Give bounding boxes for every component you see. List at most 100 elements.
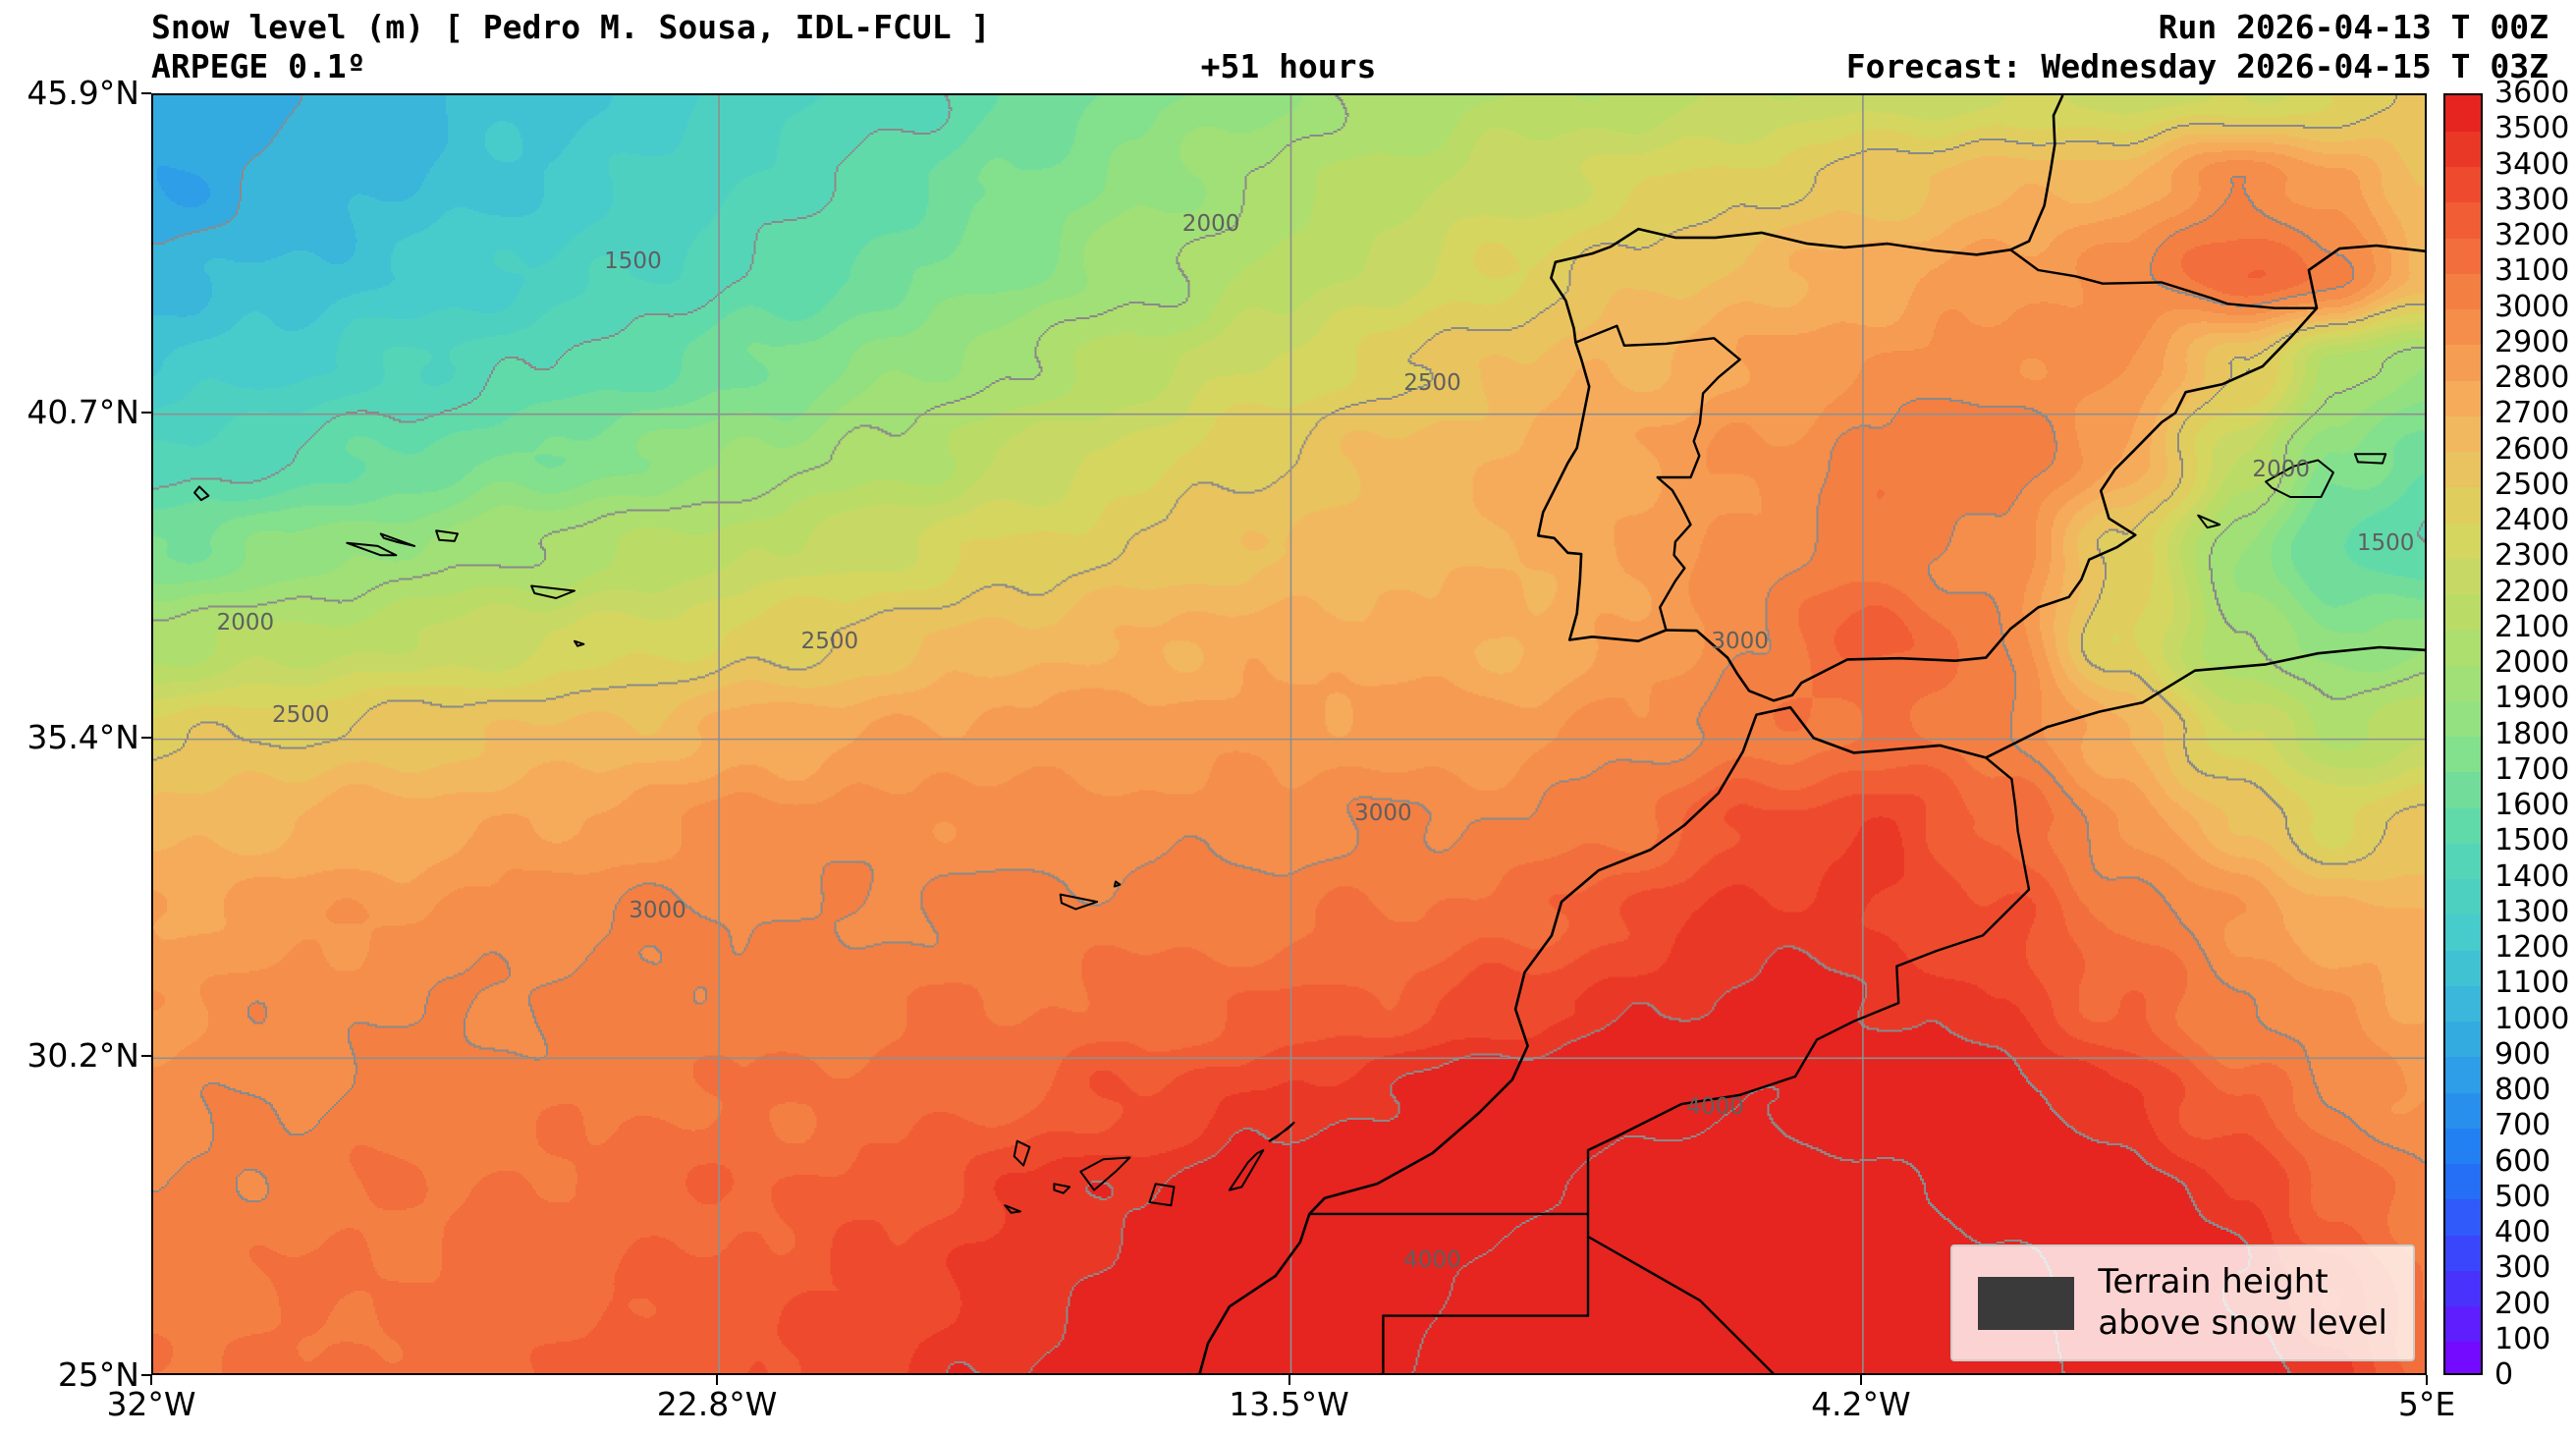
island-mallorca <box>2265 459 2334 498</box>
colorbar-tick-label: 2900 <box>2494 324 2570 359</box>
y-tick-label: 30.2°N <box>27 1036 139 1076</box>
colorbar-tick-label: 2300 <box>2494 538 2570 574</box>
model-label: ARPEGE 0.1º <box>151 47 366 85</box>
snow-level-field-canvas <box>153 95 2425 1373</box>
colorbar-segment <box>2445 307 2481 346</box>
colorbar-segment <box>2445 95 2481 132</box>
colorbar-segment <box>2445 272 2481 309</box>
border-portugal_spain <box>1574 324 1741 631</box>
colorbar-tick-label: 2500 <box>2494 467 2570 502</box>
colorbar-tick-label: 3300 <box>2494 182 2570 217</box>
island-tenerife <box>1079 1156 1131 1191</box>
colorbar-tick-label: 200 <box>2494 1286 2551 1321</box>
island-lanzarote <box>1268 1121 1295 1142</box>
colorbar-tick-label: 1400 <box>2494 858 2570 894</box>
colorbar-segment <box>2445 450 2481 488</box>
colorbar-tick-label: 700 <box>2494 1108 2551 1143</box>
x-tick-label: 22.8°W <box>656 1385 778 1423</box>
island-ibiza <box>2197 514 2221 529</box>
colorbar-segment <box>2445 806 2481 844</box>
legend-text: Terrain height above snow level <box>2098 1262 2387 1344</box>
colorbar-tick-label: 3400 <box>2494 146 2570 182</box>
colorbar-segment <box>2445 1127 2481 1164</box>
island-sao_jorge <box>379 532 416 547</box>
colorbar-segment <box>2445 1340 2481 1373</box>
border-morocco_algeria <box>1586 756 2031 1214</box>
colorbar-tick-label: 1700 <box>2494 751 2570 787</box>
map-plot-area: 1500 1500 2000 2000 2000 2500 2500 2500 3000 3000… <box>151 93 2427 1375</box>
colorbar-segment <box>2445 130 2481 167</box>
island-faial_pico <box>346 541 398 557</box>
figure-title: Snow level (m) [ Pedro M. Sousa, IDL-FCU… <box>151 8 991 46</box>
island-menorca <box>2353 453 2387 465</box>
colorbar-tick-label: 1500 <box>2494 823 2570 858</box>
colorbar-segment <box>2445 1020 2481 1058</box>
colorbar-segment <box>2445 1304 2481 1343</box>
colorbar-tick-label: 800 <box>2494 1073 2551 1107</box>
island-sao_miguel <box>530 584 575 599</box>
x-tick-mark <box>1288 1375 1290 1385</box>
colorbar-segment <box>2445 557 2481 594</box>
colorbar-tick-label: 600 <box>2494 1143 2551 1179</box>
colorbar-segment <box>2445 200 2481 239</box>
colorbar-segment <box>2445 1234 2481 1271</box>
colorbar-segment <box>2445 415 2481 452</box>
colorbar-tick-label: 400 <box>2494 1215 2551 1249</box>
colorbar-tick-label: 1600 <box>2494 788 2570 822</box>
island-porto_santo <box>1113 880 1122 888</box>
colorbar-segment <box>2445 842 2481 879</box>
colorbar-tick-label: 2600 <box>2494 431 2570 467</box>
island-la_palma <box>1013 1139 1031 1167</box>
terrain-swatch <box>1978 1276 2075 1330</box>
colorbar-segment <box>2445 770 2481 808</box>
colorbar-tick-label: 3500 <box>2494 111 2570 146</box>
colorbar-segment <box>2445 877 2481 915</box>
colorbar-tick-label: 1300 <box>2494 894 2570 929</box>
y-tick-mark <box>141 736 151 739</box>
colorbar-tick-label: 300 <box>2494 1250 2551 1286</box>
colorbar-segment <box>2445 485 2481 524</box>
island-hierro <box>1004 1204 1021 1214</box>
x-tick-label: 13.5°W <box>1229 1385 1349 1423</box>
legend: Terrain height above snow level <box>1950 1244 2415 1361</box>
colorbar-segment <box>2445 628 2481 666</box>
colorbar-segment <box>2445 237 2481 274</box>
colorbar-tick-label: 3200 <box>2494 218 2570 252</box>
colorbar-tick-label: 1100 <box>2494 966 2570 1001</box>
colorbar-segment <box>2445 343 2481 381</box>
colorbar-tick-label: 2700 <box>2494 396 2570 431</box>
colorbar-tick-label: 1000 <box>2494 1001 2570 1036</box>
forecast-label: Forecast: Wednesday 2026-04-15 T 03Z <box>1845 47 2549 85</box>
map-overlay-svg <box>153 95 2425 1373</box>
colorbar-tick-label: 1800 <box>2494 716 2570 751</box>
y-tick-mark <box>141 92 151 94</box>
y-tick-mark <box>141 411 151 414</box>
colorbar-tick-label: 500 <box>2494 1179 2551 1214</box>
colorbar-tick-label: 3600 <box>2494 76 2570 110</box>
y-tick-label: 35.4°N <box>27 717 139 756</box>
island-fuerteventura <box>1228 1149 1265 1191</box>
colorbar-segment <box>2445 735 2481 773</box>
colorbar <box>2443 93 2483 1375</box>
island-terceira <box>435 529 459 542</box>
island-corvo_flores <box>193 485 210 502</box>
x-tick-label: 4.2°W <box>1811 1385 1911 1423</box>
colorbar-segment <box>2445 949 2481 986</box>
colorbar-segment <box>2445 1162 2481 1200</box>
coastline-europe <box>1536 95 2425 702</box>
colorbar-tick-label: 3000 <box>2494 289 2570 324</box>
y-tick-mark <box>141 1055 151 1058</box>
y-tick-label: 40.7°N <box>27 392 139 431</box>
colorbar-tick-label: 2100 <box>2494 609 2570 644</box>
y-tick-mark <box>141 1374 151 1376</box>
colorbar-tick-label: 0 <box>2494 1357 2514 1392</box>
border-spain_france <box>2009 249 2317 309</box>
border-algeria_mauritania <box>1587 1235 1775 1373</box>
colorbar-segment <box>2445 379 2481 416</box>
island-gran_canaria <box>1148 1183 1176 1207</box>
x-tick-label: 32°W <box>106 1385 196 1423</box>
island-gomera <box>1053 1183 1071 1194</box>
colorbar-segment <box>2445 522 2481 559</box>
colorbar-segment <box>2445 1091 2481 1129</box>
